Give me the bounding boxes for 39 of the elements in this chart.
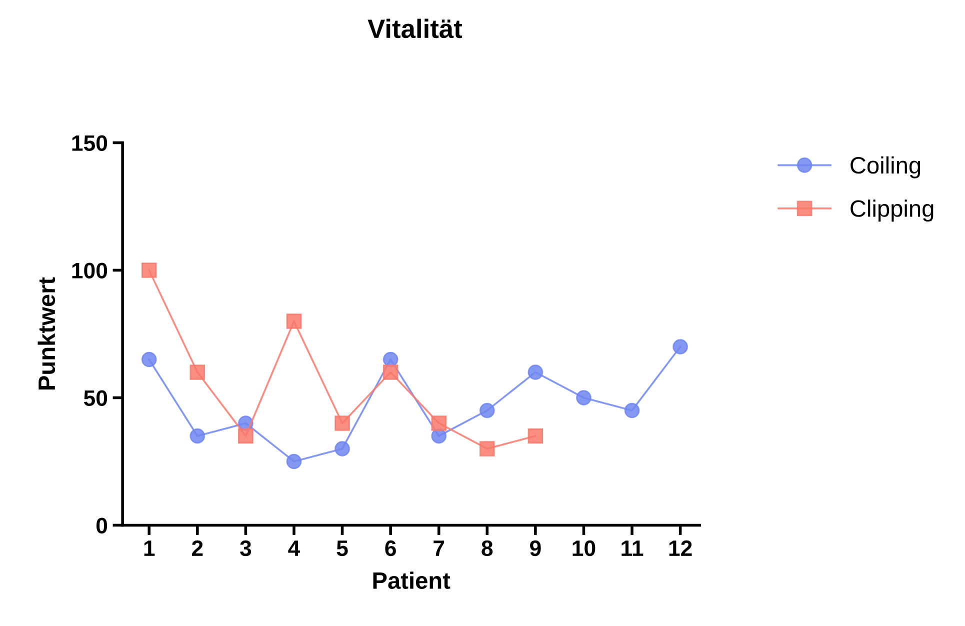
x-tick-label: 11 bbox=[622, 540, 644, 556]
chart-title: Vitalität bbox=[368, 18, 462, 38]
point bbox=[576, 390, 592, 406]
y-tick-label: 100 bbox=[72, 262, 108, 278]
x-axis-title: Patient bbox=[373, 572, 450, 589]
legend-label: Clipping bbox=[850, 200, 934, 222]
point bbox=[141, 352, 157, 368]
x-tick-label: 7 bbox=[434, 540, 444, 556]
x-tick-label: 8 bbox=[482, 540, 493, 556]
x-tick-label: 9 bbox=[530, 540, 541, 556]
point bbox=[528, 364, 544, 380]
point bbox=[382, 364, 398, 380]
point bbox=[480, 441, 495, 456]
point bbox=[238, 428, 254, 444]
point bbox=[286, 314, 302, 329]
y-tick-label: 0 bbox=[96, 518, 108, 534]
point bbox=[190, 364, 206, 380]
point bbox=[190, 428, 206, 444]
x-tick-label: 3 bbox=[240, 540, 252, 556]
point bbox=[480, 402, 495, 418]
y-tick-label: 150 bbox=[72, 135, 108, 151]
x-tick-label: 4 bbox=[288, 540, 300, 556]
x-tick-label: 12 bbox=[669, 540, 692, 556]
x-tick-label: 2 bbox=[192, 540, 203, 556]
x-tick-label: 6 bbox=[385, 540, 396, 556]
legend-label: Coiling bbox=[850, 156, 920, 178]
point bbox=[286, 454, 302, 470]
point bbox=[141, 262, 157, 278]
x-tick-label: 10 bbox=[572, 540, 596, 556]
point bbox=[334, 416, 350, 431]
x-tick-label: 5 bbox=[336, 540, 348, 556]
y-tick-label: 50 bbox=[84, 390, 108, 406]
point bbox=[334, 441, 350, 456]
x-tick-label: 1 bbox=[144, 540, 155, 556]
point bbox=[624, 402, 640, 418]
y-axis-title: Punktwert bbox=[38, 277, 56, 390]
point bbox=[528, 428, 544, 444]
point bbox=[672, 339, 688, 354]
point bbox=[431, 416, 446, 431]
